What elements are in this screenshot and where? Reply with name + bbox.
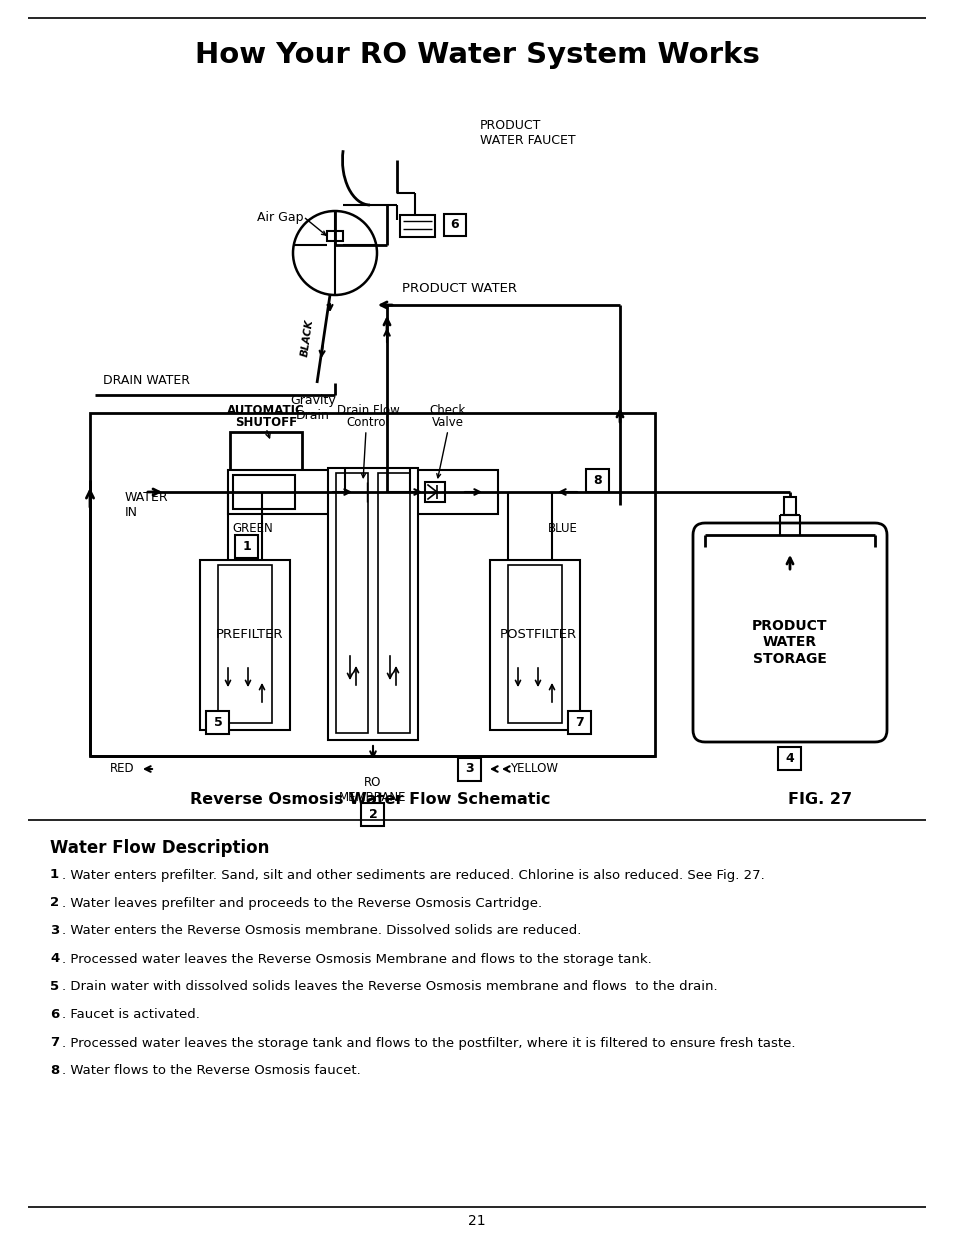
Text: Gravity
Drain: Gravity Drain [290,394,335,422]
Bar [328,468,417,740]
Text: 5: 5 [50,981,59,993]
Text: SHUTOFF: SHUTOFF [234,415,296,429]
Text: How Your RO Water System Works: How Your RO Water System Works [194,41,759,69]
Text: 1: 1 [242,540,251,552]
Text: . Drain water with dissolved solids leaves the Reverse Osmosis membrane and flow: . Drain water with dissolved solids leav… [62,981,717,993]
Bar [228,471,497,514]
Text: BLUE: BLUE [547,521,578,535]
Bar [778,746,801,769]
Bar [200,559,290,730]
Text: FIG. 27: FIG. 27 [787,793,851,808]
Bar [377,473,410,734]
Text: 3: 3 [465,762,474,776]
Text: 4: 4 [50,952,59,966]
Text: . Water enters the Reverse Osmosis membrane. Dissolved solids are reduced.: . Water enters the Reverse Osmosis membr… [62,925,580,937]
Text: 5: 5 [213,715,222,729]
Text: PREFILTER: PREFILTER [216,629,283,641]
Text: PRODUCT
WATER FAUCET: PRODUCT WATER FAUCET [479,119,575,147]
Text: BLACK: BLACK [299,319,314,357]
Circle shape [293,211,376,295]
Text: GREEN: GREEN [232,521,273,535]
Text: RO
MEMBRANE: RO MEMBRANE [339,776,406,804]
Text: 8: 8 [593,473,601,487]
Text: 2: 2 [368,808,377,820]
Text: 3: 3 [50,925,59,937]
Text: 2: 2 [50,897,59,909]
Bar [355,482,378,501]
Text: PRODUCT
WATER
STORAGE: PRODUCT WATER STORAGE [752,619,827,666]
Text: PRODUCT WATER: PRODUCT WATER [402,283,517,295]
Text: DRAIN WATER: DRAIN WATER [103,374,190,388]
Text: . Water enters prefilter. Sand, silt and other sediments are reduced. Chlorine i: . Water enters prefilter. Sand, silt and… [62,868,764,882]
Bar [90,412,655,756]
Text: 6: 6 [450,219,458,231]
Text: Air Gap: Air Gap [256,211,303,225]
Bar [783,496,795,515]
Bar [443,214,465,236]
Text: Check: Check [430,404,466,416]
Bar [230,432,302,487]
Text: 6: 6 [50,1009,59,1021]
Bar [424,482,444,501]
Bar [458,757,481,781]
Text: WATER
IN: WATER IN [125,492,169,519]
Text: . Processed water leaves the storage tank and flows to the postfilter, where it : . Processed water leaves the storage tan… [62,1036,795,1050]
Text: POSTFILTER: POSTFILTER [499,629,576,641]
Bar [233,475,294,509]
Bar [206,710,230,734]
Bar [335,473,368,734]
Bar [218,564,272,722]
FancyBboxPatch shape [692,522,886,742]
Text: . Water flows to the Reverse Osmosis faucet.: . Water flows to the Reverse Osmosis fau… [62,1065,360,1077]
Text: Drain Flow: Drain Flow [336,404,399,416]
Text: Reverse Osmosis Water Flow Schematic: Reverse Osmosis Water Flow Schematic [190,793,550,808]
Text: 1: 1 [50,868,59,882]
Bar [568,710,591,734]
Bar [399,215,435,237]
Text: 7: 7 [575,715,584,729]
Text: 21: 21 [468,1214,485,1228]
Text: Water Flow Description: Water Flow Description [50,839,269,857]
Bar [327,231,343,241]
Text: 4: 4 [785,752,794,764]
Text: 8: 8 [50,1065,59,1077]
Bar [507,564,561,722]
Text: Valve: Valve [432,415,463,429]
Bar [490,559,579,730]
Text: . Water leaves prefilter and proceeds to the Reverse Osmosis Cartridge.: . Water leaves prefilter and proceeds to… [62,897,541,909]
Bar [235,535,258,557]
Text: . Processed water leaves the Reverse Osmosis Membrane and flows to the storage t: . Processed water leaves the Reverse Osm… [62,952,651,966]
Text: . Faucet is activated.: . Faucet is activated. [62,1009,200,1021]
Text: YELLOW: YELLOW [510,762,558,776]
Text: RED: RED [110,762,134,776]
Bar [361,803,384,825]
Text: Control: Control [346,415,389,429]
Text: AUTOMATIC: AUTOMATIC [227,404,305,416]
Text: 7: 7 [50,1036,59,1050]
Bar [586,468,609,492]
